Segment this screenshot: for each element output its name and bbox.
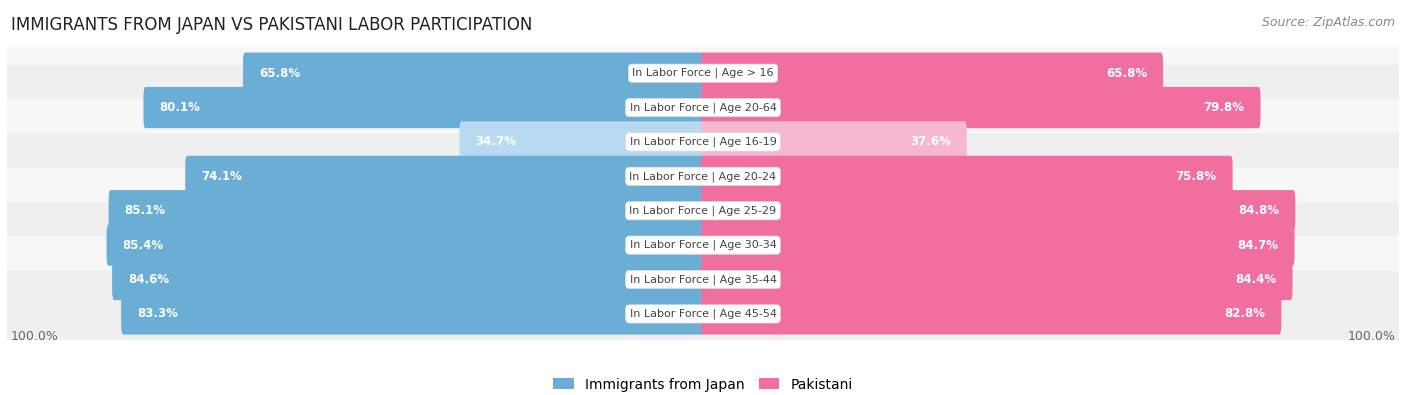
FancyBboxPatch shape (143, 87, 704, 128)
Text: 84.6%: 84.6% (128, 273, 169, 286)
FancyBboxPatch shape (1, 134, 1405, 219)
Text: 79.8%: 79.8% (1204, 101, 1244, 114)
Text: 100.0%: 100.0% (1347, 330, 1396, 343)
FancyBboxPatch shape (1, 202, 1405, 288)
Text: 65.8%: 65.8% (1107, 67, 1147, 80)
FancyBboxPatch shape (702, 87, 1260, 128)
FancyBboxPatch shape (1, 237, 1405, 322)
Text: 84.4%: 84.4% (1236, 273, 1277, 286)
FancyBboxPatch shape (1, 99, 1405, 185)
FancyBboxPatch shape (107, 224, 704, 266)
Text: 84.7%: 84.7% (1237, 239, 1278, 252)
Text: In Labor Force | Age 20-24: In Labor Force | Age 20-24 (630, 171, 776, 182)
FancyBboxPatch shape (112, 259, 704, 300)
Text: In Labor Force | Age 16-19: In Labor Force | Age 16-19 (630, 137, 776, 147)
FancyBboxPatch shape (702, 190, 1295, 231)
Text: 83.3%: 83.3% (138, 307, 179, 320)
Text: In Labor Force | Age 20-64: In Labor Force | Age 20-64 (630, 102, 776, 113)
Text: 34.7%: 34.7% (475, 135, 516, 149)
Text: 85.1%: 85.1% (125, 204, 166, 217)
FancyBboxPatch shape (702, 224, 1295, 266)
FancyBboxPatch shape (460, 121, 704, 163)
Text: 80.1%: 80.1% (159, 101, 200, 114)
FancyBboxPatch shape (702, 259, 1292, 300)
Text: In Labor Force | Age 25-29: In Labor Force | Age 25-29 (630, 205, 776, 216)
Text: In Labor Force | Age > 16: In Labor Force | Age > 16 (633, 68, 773, 79)
FancyBboxPatch shape (108, 190, 704, 231)
Text: IMMIGRANTS FROM JAPAN VS PAKISTANI LABOR PARTICIPATION: IMMIGRANTS FROM JAPAN VS PAKISTANI LABOR… (11, 16, 533, 34)
Text: Source: ZipAtlas.com: Source: ZipAtlas.com (1261, 16, 1395, 29)
Text: In Labor Force | Age 30-34: In Labor Force | Age 30-34 (630, 240, 776, 250)
Text: In Labor Force | Age 35-44: In Labor Force | Age 35-44 (630, 274, 776, 285)
FancyBboxPatch shape (1, 30, 1405, 116)
Text: 100.0%: 100.0% (10, 330, 59, 343)
FancyBboxPatch shape (243, 53, 704, 94)
Legend: Immigrants from Japan, Pakistani: Immigrants from Japan, Pakistani (547, 372, 859, 395)
Text: 82.8%: 82.8% (1225, 307, 1265, 320)
Text: 65.8%: 65.8% (259, 67, 299, 80)
FancyBboxPatch shape (702, 293, 1281, 335)
FancyBboxPatch shape (702, 121, 967, 163)
Text: 37.6%: 37.6% (910, 135, 950, 149)
Text: 74.1%: 74.1% (201, 170, 242, 183)
FancyBboxPatch shape (121, 293, 704, 335)
Text: 85.4%: 85.4% (122, 239, 163, 252)
FancyBboxPatch shape (1, 168, 1405, 254)
FancyBboxPatch shape (702, 53, 1163, 94)
Text: 84.8%: 84.8% (1239, 204, 1279, 217)
FancyBboxPatch shape (186, 156, 704, 197)
Text: In Labor Force | Age 45-54: In Labor Force | Age 45-54 (630, 308, 776, 319)
Text: 75.8%: 75.8% (1175, 170, 1216, 183)
FancyBboxPatch shape (1, 271, 1405, 357)
FancyBboxPatch shape (702, 156, 1233, 197)
FancyBboxPatch shape (1, 65, 1405, 150)
